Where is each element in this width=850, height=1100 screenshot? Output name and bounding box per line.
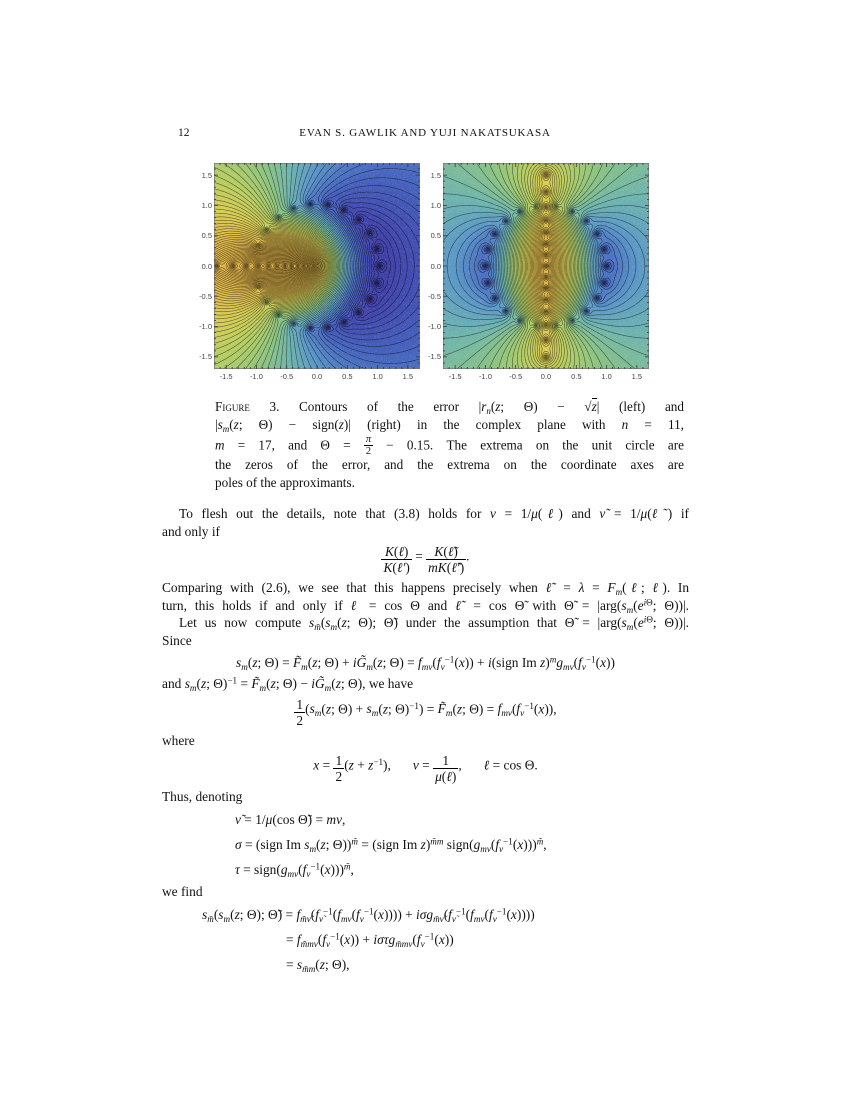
caption-line: poles of the approximants. [215,474,355,490]
x-tick-label: 0.5 [342,372,353,381]
x-tick-label: 0.0 [311,372,323,381]
contour-canvas-left [214,163,420,369]
y-tick-label: 1.5 [430,170,441,180]
text-line: and only if [162,523,221,539]
display-equation-line: sm̃(sm(z; Θ); Θ̃) = fm̃ν̃(fν̃−1(fmν(fν−1… [202,905,535,924]
display-equation-line: σ = (sign Im sm(z; Θ))m̃ = (sign Im z)m̃… [235,836,547,855]
y-tick-label: -0.5 [428,291,441,301]
display-equation: sm(z; Θ) = F̃m(z; Θ) + iG̃m(z; Θ) = fmν(… [236,654,615,672]
y-tick-label: 0.5 [201,231,212,241]
display-equation-line: = sm̃m(z; Θ), [286,956,350,974]
display-equation-line: ν̃ = 1/μ(cos Θ̃) = mν, [235,811,346,827]
y-tick-label: 0.5 [430,231,441,241]
caption-line: the zeros of the error, and the extrema … [215,457,684,473]
x-tick-label: -1.0 [249,372,263,381]
text-line: Comparing with (2.6), we see that this h… [162,580,690,598]
x-tick-label: 1.5 [402,372,414,381]
text-line: and sm(z; Θ)−1 = F̃m(z; Θ) − iG̃m(z; Θ),… [162,675,414,694]
contour-canvas-right [443,163,649,369]
x-tick-label: -0.5 [509,372,523,381]
text-line: we find [162,883,203,899]
x-tick-label: 1.0 [372,372,383,381]
x-tick-label: -1.5 [448,372,462,381]
contour-plot-sign-error: -1.5 -1.0 -0.5 0.0 0.5 1.0 1.5 -1.5 -1.0 -0.5 0.0 0… [425,163,665,389]
display-equation-line: = fm̃mν(fν−1(x)) + iστgm̃mν(fν−1(x)) [286,930,454,949]
y-tick-label: 0.0 [201,261,212,271]
text-line: Let us now compute sm̃(sm(z; Θ); Θ̃) und… [179,614,690,633]
y-tick-label: 1.5 [201,170,212,180]
x-tick-label: 0.0 [540,372,552,381]
y-tick-label: 1.0 [201,200,212,210]
display-equation: K(ℓ) K(ℓ′) = K(ℓ̃) mK(ℓ̃′). [381,544,470,576]
running-head: EVAN S. GAWLIK AND YUJI NAKATSUKASA [299,127,551,139]
page-header: 12 EVAN S. GAWLIK AND YUJI NAKATSUKASA [0,127,850,143]
contour-plot-sqrt-error: -1.5 -1.0 -0.5 0.0 0.5 1.0 1.5 -1.5 -1.0 -0.5 0.0 0… [196,163,436,389]
text-line: Thus, denoting [162,789,243,805]
text-line: turn, this holds if and only if ℓ = cos … [162,597,690,615]
y-tick-label: -1.5 [199,352,212,362]
text-line: To flesh out the details, note that (3.8… [179,506,690,521]
x-tick-label: 0.5 [571,372,582,381]
figure-caption: Figure 3. Contours of the error |rn(z; Θ… [215,398,684,492]
x-tick-label: -0.5 [280,372,294,381]
y-tick-label: -1.0 [428,322,441,332]
x-tick-label: -1.5 [219,372,233,381]
display-equation: x = 1 2 (z + z−1), ν = 1 μ(ℓ), ℓ = cos Θ. [313,753,538,785]
body-text: To flesh out the details, note that (3.8… [162,505,689,978]
x-tick-label: 1.5 [631,372,643,381]
x-tick-label: -1.0 [478,372,492,381]
page-number: 12 [178,127,190,139]
text-line: Since [162,632,192,648]
caption-line: Figure 3. Contours of the error |rn(z; Θ… [215,398,684,417]
y-tick-label: -0.5 [199,291,212,301]
caption-line: |sm(z; Θ) − sign(z)| (right) in the comp… [215,416,684,434]
text-line: where [162,732,195,748]
y-tick-label: 0.0 [430,261,441,271]
x-tick-label: 1.0 [601,372,612,381]
display-equation-line: τ = sign(gmν(fν−1(x)))m̃, [235,861,354,880]
y-tick-label: 1.0 [430,200,441,210]
display-equation: 1 2 (sm(z; Θ) + sm(z; Θ)−1) = F̃m(z; Θ) = … [294,696,557,728]
y-tick-label: -1.5 [428,352,441,362]
y-tick-label: -1.0 [199,322,212,332]
